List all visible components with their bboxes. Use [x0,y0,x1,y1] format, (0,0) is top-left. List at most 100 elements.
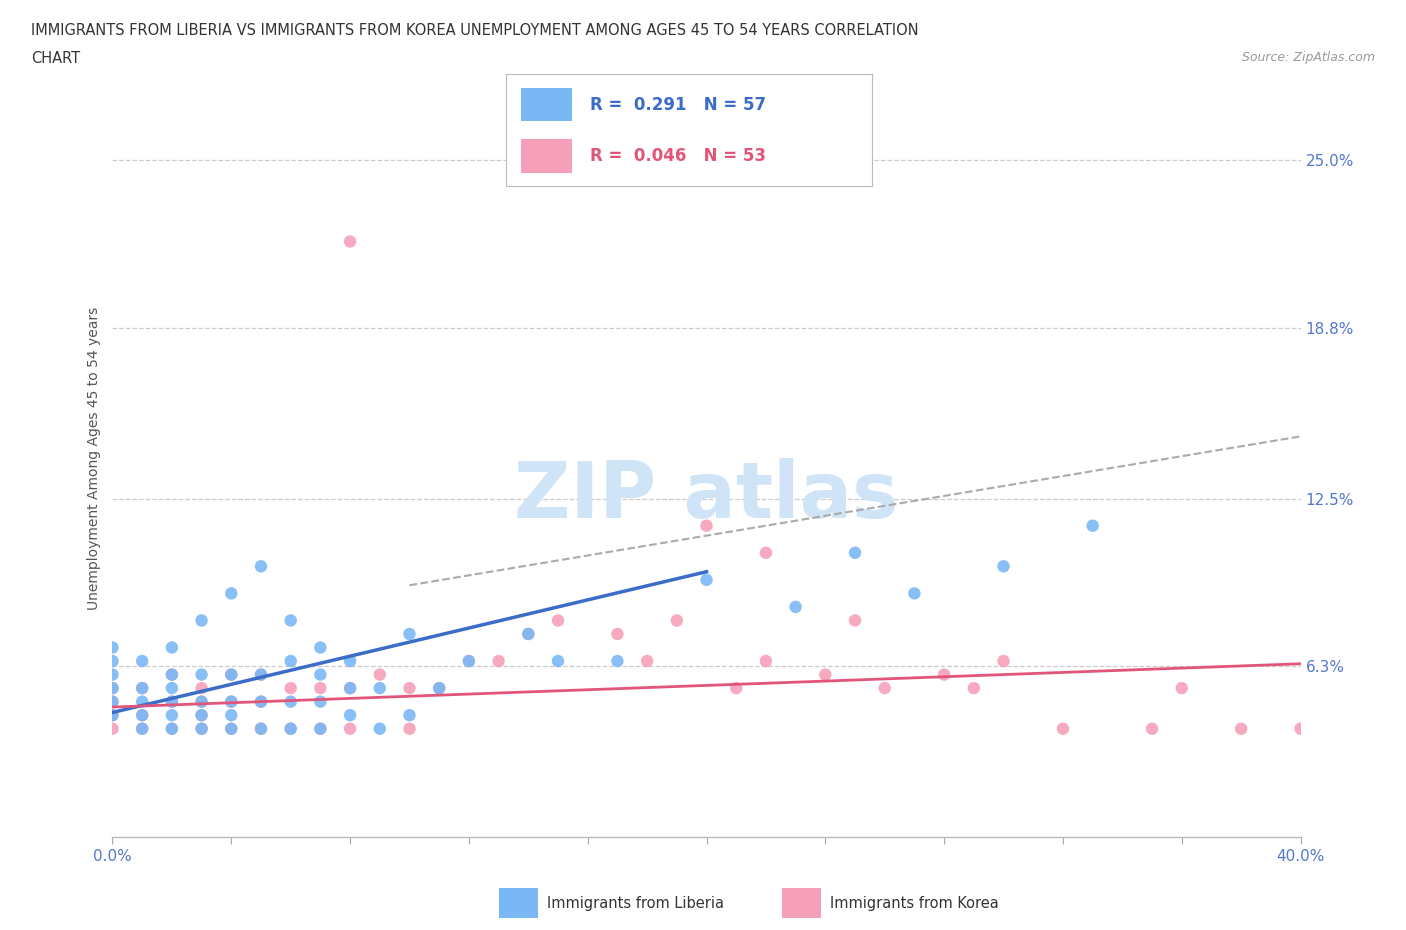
Point [131,654,153,669]
Point [280,694,302,709]
Point [1289,722,1312,737]
Point [606,654,628,669]
Point [873,681,896,696]
Point [250,559,273,574]
Y-axis label: Unemployment Among Ages 45 to 54 years: Unemployment Among Ages 45 to 54 years [87,306,101,610]
Point [517,627,540,642]
Point [160,722,183,737]
Point [250,722,273,737]
Point [696,518,718,533]
Point [755,545,778,560]
Point [219,694,242,709]
Point [547,654,569,669]
Point [903,586,925,601]
Point [250,667,273,682]
Point [844,613,866,628]
Point [398,708,420,723]
Point [160,694,183,709]
Point [250,667,273,682]
Text: R =  0.046   N = 53: R = 0.046 N = 53 [591,147,766,165]
Point [398,681,420,696]
Point [190,694,212,709]
Point [457,654,479,669]
Point [160,722,183,737]
Point [368,681,391,696]
Point [339,722,361,737]
Point [309,681,332,696]
Point [101,708,124,723]
Point [963,681,986,696]
Point [368,722,391,737]
Point [725,681,748,696]
Point [547,613,569,628]
Point [309,667,332,682]
Point [339,708,361,723]
Point [101,681,124,696]
Point [1170,681,1192,696]
Text: IMMIGRANTS FROM LIBERIA VS IMMIGRANTS FROM KOREA UNEMPLOYMENT AMONG AGES 45 TO 5: IMMIGRANTS FROM LIBERIA VS IMMIGRANTS FR… [31,23,918,38]
Point [280,722,302,737]
Point [131,722,153,737]
Point [665,613,688,628]
Point [1230,722,1253,737]
Text: CHART: CHART [31,51,80,66]
Point [993,654,1015,669]
Point [131,722,153,737]
Point [398,627,420,642]
Point [190,667,212,682]
Point [696,572,718,587]
Point [755,654,778,669]
Point [160,667,183,682]
Point [219,586,242,601]
Point [488,654,510,669]
Point [517,627,540,642]
Point [131,681,153,696]
Point [101,722,124,737]
Point [427,681,450,696]
Point [101,667,124,682]
Point [309,722,332,737]
Point [309,640,332,655]
Point [219,694,242,709]
Point [280,654,302,669]
Point [398,722,420,737]
Point [368,667,391,682]
Point [1052,722,1074,737]
Point [339,654,361,669]
Point [1140,722,1163,737]
Point [190,694,212,709]
Point [131,681,153,696]
Point [190,722,212,737]
Point [250,694,273,709]
Point [339,234,361,249]
Point [219,667,242,682]
Point [457,654,479,669]
Text: Source: ZipAtlas.com: Source: ZipAtlas.com [1241,51,1375,64]
Point [160,640,183,655]
Point [190,613,212,628]
Point [101,708,124,723]
Point [219,722,242,737]
Point [934,667,956,682]
Point [339,681,361,696]
Text: R =  0.291   N = 57: R = 0.291 N = 57 [591,96,766,113]
Point [101,694,124,709]
Text: ZIP atlas: ZIP atlas [515,458,898,534]
Point [427,681,450,696]
Text: Immigrants from Liberia: Immigrants from Liberia [547,896,724,910]
Point [219,667,242,682]
Point [160,681,183,696]
Point [280,722,302,737]
Point [160,708,183,723]
Point [606,627,628,642]
Point [636,654,658,669]
Point [160,694,183,709]
Point [131,694,153,709]
Point [844,545,866,560]
Point [190,722,212,737]
Point [160,667,183,682]
Bar [520,140,572,173]
Point [250,694,273,709]
Point [309,722,332,737]
Point [219,708,242,723]
